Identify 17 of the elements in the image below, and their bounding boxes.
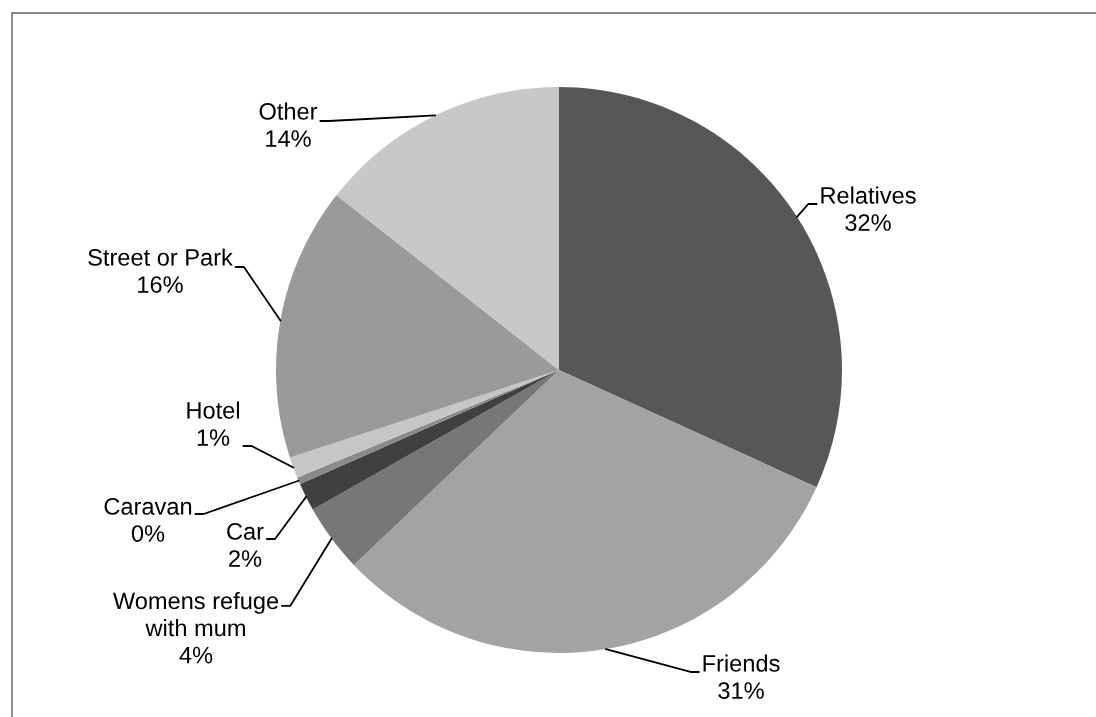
slice-label: Friends xyxy=(703,654,780,672)
data-label: 31% xyxy=(718,682,764,699)
data-label: 14% xyxy=(266,130,311,147)
data-label: 32% xyxy=(845,214,891,231)
slice-label: Hotel xyxy=(187,401,239,419)
data-label: 4% xyxy=(179,646,213,664)
slice-label: Womens refuge with mum xyxy=(112,591,279,637)
slice-label: Street or Park xyxy=(88,248,233,266)
slice-label: Caravan xyxy=(104,498,192,515)
data-label: 0% xyxy=(131,525,165,542)
data-label: 16% xyxy=(138,276,183,293)
pie-slice xyxy=(312,370,559,566)
slice-label: Other xyxy=(259,102,318,120)
slice-label: Car xyxy=(227,523,264,540)
slice-label: Relatives xyxy=(821,186,916,204)
data-label: 1% xyxy=(197,429,230,446)
data-label: 2% xyxy=(229,550,262,567)
